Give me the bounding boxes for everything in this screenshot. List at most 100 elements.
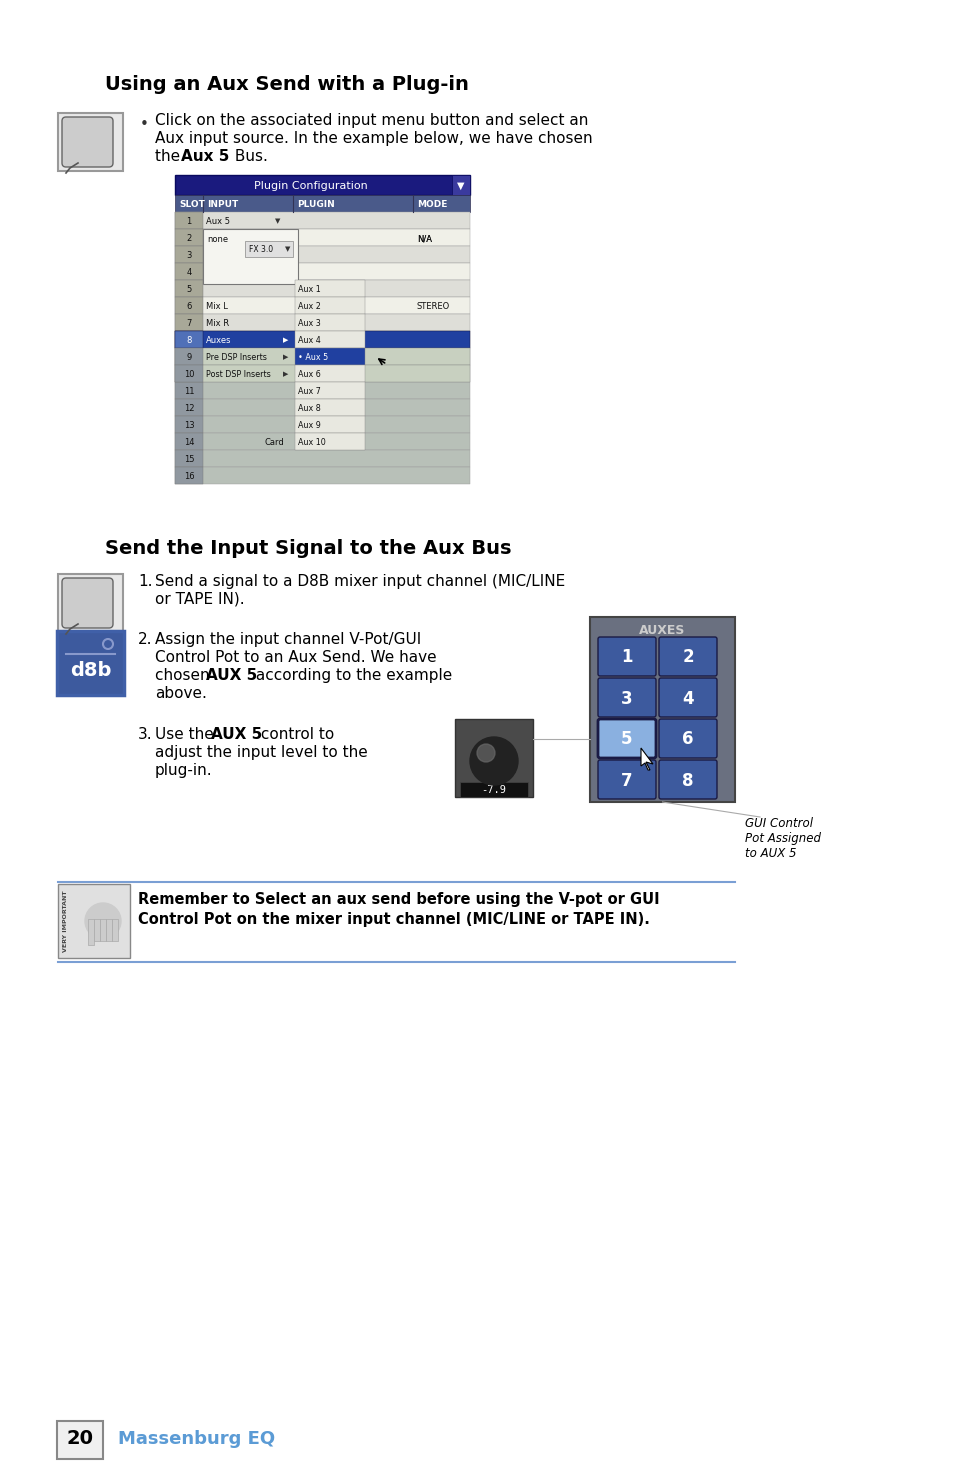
Text: N/A: N/A (416, 235, 432, 243)
Text: ▶: ▶ (283, 372, 288, 378)
Text: or TAPE IN).: or TAPE IN). (154, 591, 244, 608)
Bar (58, 884, 130, 957)
Bar (174, 296, 470, 314)
Text: Card: Card (265, 438, 284, 447)
Text: 3: 3 (620, 689, 632, 708)
Circle shape (85, 903, 121, 940)
Bar (174, 364, 470, 382)
Text: Aux 6: Aux 6 (297, 370, 320, 379)
Bar (174, 348, 203, 364)
Text: Aux 1: Aux 1 (297, 285, 320, 294)
Text: ▶: ▶ (283, 354, 288, 360)
Bar (294, 280, 365, 296)
Text: Control Pot on the mixer input channel (MIC/LINE or TAPE IN).: Control Pot on the mixer input channel (… (138, 912, 649, 926)
Text: 6: 6 (186, 302, 192, 311)
Bar (294, 400, 365, 416)
Text: none: none (207, 235, 228, 243)
Bar (455, 718, 533, 796)
Bar (245, 240, 293, 257)
Text: 6: 6 (681, 730, 693, 748)
Text: PLUGIN: PLUGIN (296, 201, 335, 209)
Text: Send a signal to a D8B mixer input channel (MIC/LINE: Send a signal to a D8B mixer input chann… (154, 574, 565, 589)
Bar (58, 114, 123, 171)
FancyBboxPatch shape (598, 718, 656, 758)
Bar (58, 574, 123, 631)
Text: plug-in.: plug-in. (154, 763, 213, 777)
Bar (174, 400, 470, 416)
FancyBboxPatch shape (598, 678, 656, 717)
Bar (174, 229, 203, 246)
Text: 16: 16 (184, 472, 194, 481)
Bar (589, 617, 734, 802)
Text: AUX 5: AUX 5 (211, 727, 262, 742)
Bar (294, 314, 365, 330)
Bar (174, 246, 203, 263)
Text: d8b: d8b (70, 661, 112, 680)
Bar (294, 348, 365, 364)
Text: 10: 10 (184, 370, 194, 379)
Bar (294, 416, 365, 434)
Text: Aux 4: Aux 4 (297, 336, 320, 345)
Bar (174, 468, 470, 484)
Text: Aux input source. In the example below, we have chosen: Aux input source. In the example below, … (154, 131, 592, 146)
Text: 7: 7 (620, 771, 632, 789)
Circle shape (476, 743, 495, 763)
Bar (174, 348, 470, 364)
Text: 8: 8 (186, 336, 192, 345)
Text: 9: 9 (186, 353, 192, 361)
Text: 10: 10 (184, 370, 194, 379)
Text: STEREO: STEREO (416, 302, 450, 311)
Text: 2: 2 (681, 649, 693, 667)
Bar (174, 416, 203, 434)
Text: chosen: chosen (154, 668, 214, 683)
Text: MONO: MONO (416, 336, 443, 345)
Text: Assign the input channel V-Pot/GUI: Assign the input channel V-Pot/GUI (154, 631, 421, 648)
Bar (174, 364, 470, 382)
Text: Send the Input Signal to the Aux Bus: Send the Input Signal to the Aux Bus (105, 538, 511, 558)
Bar (174, 348, 470, 364)
Text: 1.: 1. (138, 574, 152, 589)
Text: SLOT: SLOT (179, 201, 205, 209)
Bar (294, 364, 365, 382)
Text: 15: 15 (184, 454, 194, 465)
Text: Aux 2: Aux 2 (297, 302, 320, 311)
Text: according to the example: according to the example (251, 668, 452, 683)
Bar (174, 212, 203, 229)
Text: adjust the input level to the: adjust the input level to the (154, 745, 367, 760)
Bar (174, 364, 203, 382)
Text: Control Pot to an Aux Send. We have: Control Pot to an Aux Send. We have (154, 650, 436, 665)
Text: none: none (206, 235, 227, 243)
Bar (174, 263, 203, 280)
Text: 1: 1 (186, 217, 192, 226)
Text: MODE: MODE (416, 201, 447, 209)
Text: Auxes: Auxes (206, 336, 232, 345)
Bar (294, 330, 365, 348)
Text: N/A: N/A (416, 235, 432, 243)
Text: the: the (154, 149, 185, 164)
Bar (174, 382, 470, 400)
FancyBboxPatch shape (62, 578, 112, 628)
Text: 7: 7 (186, 319, 192, 327)
Bar (174, 450, 470, 468)
FancyBboxPatch shape (659, 760, 717, 799)
Text: •: • (140, 117, 149, 131)
Text: ▼: ▼ (274, 218, 280, 224)
Bar (174, 364, 203, 382)
Text: FX 3.0: FX 3.0 (249, 245, 273, 254)
Bar (452, 176, 470, 195)
Bar (174, 330, 470, 348)
FancyBboxPatch shape (62, 117, 112, 167)
Text: AUXES: AUXES (639, 624, 685, 637)
Text: Pre DSP Inserts: Pre DSP Inserts (206, 353, 267, 361)
FancyBboxPatch shape (659, 718, 717, 758)
Text: 3.: 3. (138, 727, 152, 742)
Text: Aux 9: Aux 9 (297, 420, 320, 431)
FancyBboxPatch shape (598, 637, 656, 676)
Text: AUX 5: AUX 5 (206, 668, 257, 683)
Text: Post DSP Inserts: Post DSP Inserts (206, 370, 271, 379)
Bar (174, 280, 470, 296)
Bar (174, 195, 470, 212)
Bar (174, 296, 203, 314)
Bar (106, 919, 112, 941)
Bar (174, 212, 470, 229)
